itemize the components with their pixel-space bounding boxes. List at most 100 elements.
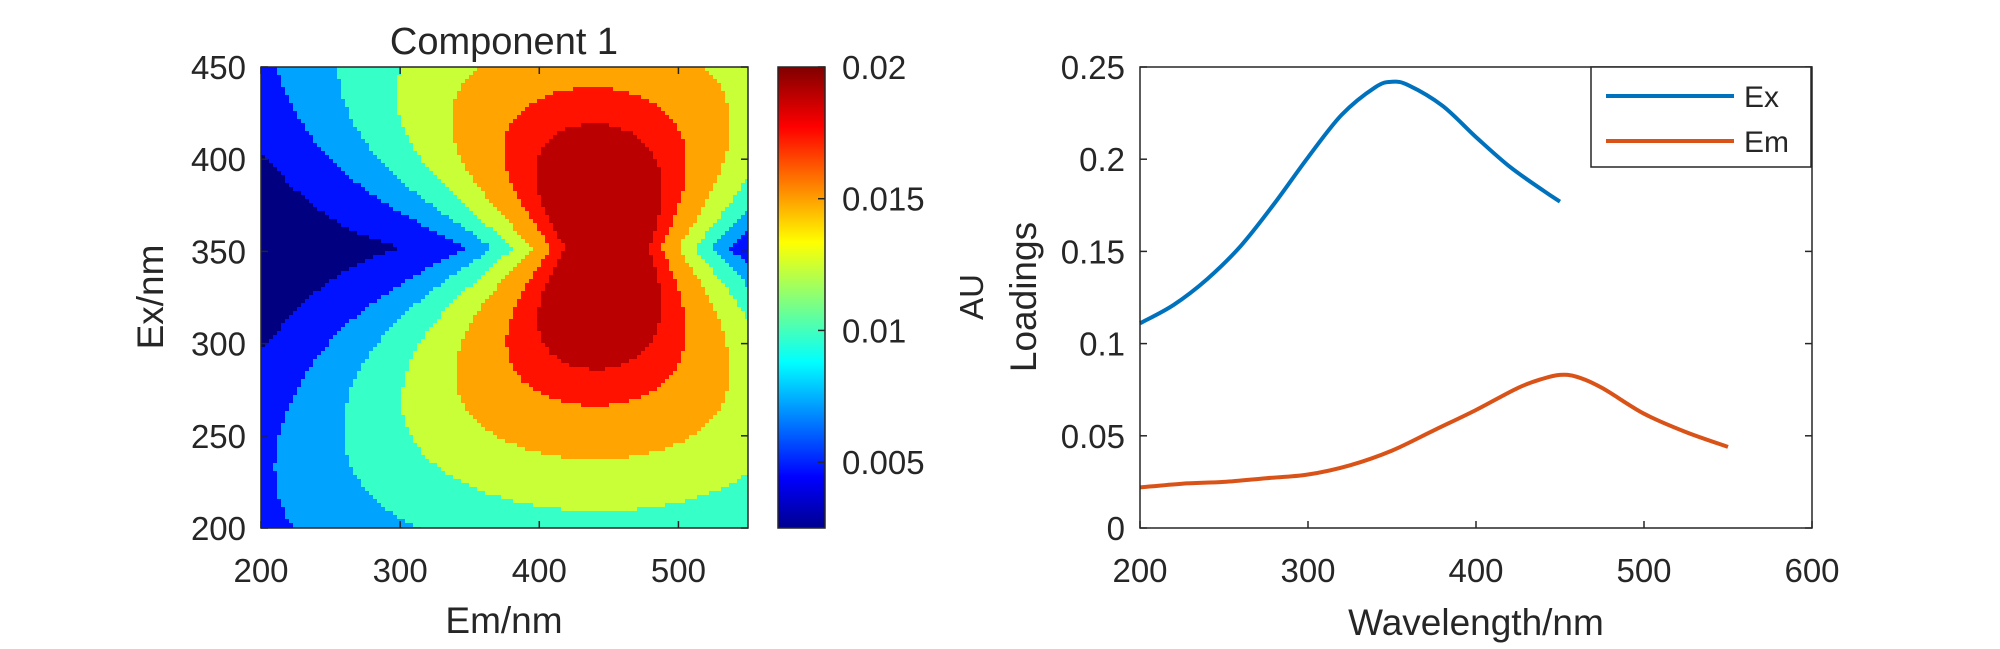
heatmap-cell [393,99,398,104]
heatmap-cell [373,491,378,496]
heatmap-cell [381,327,386,332]
heatmap-cell [261,347,266,352]
heatmap-cell [369,255,374,260]
heatmap-cell [325,343,330,348]
heatmap-cell [305,419,310,424]
heatmap-cell [313,331,318,336]
heatmap-cell [305,323,310,328]
heatmap-cell [345,247,350,252]
heatmap-cell [325,195,330,200]
heatmap-cell [317,355,322,360]
heatmap-cell [317,231,322,236]
heatmap-cell [417,467,422,472]
heatmap-cell [429,291,434,296]
heatmap-cell [269,123,274,128]
heatmap-cell [313,231,318,236]
heatmap-cell [369,291,374,296]
heatmap-cell [361,211,366,216]
heatmap-cell [345,483,350,488]
heatmap-cell [273,87,278,92]
heatmap-cell [369,135,374,140]
heatmap-cell [297,391,302,396]
heatmap-cell [349,287,354,292]
heatmap-cell [377,207,382,212]
heatmap-cell [261,123,266,128]
heatmap-cell [341,319,346,324]
heatmap-cell [413,319,418,324]
heatmap-cell [369,139,374,144]
heatmap-cell [341,95,346,100]
heatmap-cell [277,263,282,268]
heatmap-cell [277,171,282,176]
heatmap-cell [405,323,410,328]
heatmap-cell [277,363,282,368]
heatmap-cell [413,123,418,128]
heatmap-cell [429,243,434,248]
heatmap-cell [425,439,430,444]
heatmap-cell [405,387,410,392]
heatmap-cell [333,203,338,208]
heatmap-cell [337,523,342,528]
heatmap-cell [333,315,338,320]
heatmap-cell [385,199,390,204]
heatmap-cell [345,155,350,160]
heatmap-cell [365,231,370,236]
heatmap-cell [397,315,402,320]
heatmap-cell [297,423,302,428]
heatmap-cell [313,319,318,324]
heatmap-cell [405,295,410,300]
heatmap-cell [381,75,386,80]
heatmap-cell [313,143,318,148]
heatmap-cell [301,375,306,380]
heatmap-cell [417,311,422,316]
heatmap-cell [309,255,314,260]
heatmap-cell [393,271,398,276]
heatmap-cell [261,367,266,372]
heatmap-cell [401,303,406,308]
heatmap-cell [301,323,306,328]
heatmap-cell [353,87,358,92]
heatmap-cell [373,351,378,356]
heatmap-cell [301,451,306,456]
heatmap-cell [285,495,290,500]
heatmap-cell [345,243,350,248]
heatmap-cell [349,191,354,196]
heatmap-cell [357,351,362,356]
heatmap-cell [385,511,390,516]
heatmap-cell [397,431,402,436]
heatmap-cell [301,511,306,516]
heatmap-cell [277,191,282,196]
heatmap-cell [373,467,378,472]
heatmap-cell [325,455,330,460]
heatmap-cell [277,135,282,140]
heatmap-cell [285,111,290,116]
heatmap-cell [265,267,270,272]
heatmap-cell [353,71,358,76]
heatmap-cell [285,263,290,268]
heatmap-cell [329,159,334,164]
heatmap-cell [337,155,342,160]
heatmap-cell [413,339,418,344]
heatmap-cell [413,79,418,84]
heatmap-cell [425,263,430,268]
heatmap-cell [369,399,374,404]
heatmap-cell [429,295,434,300]
heatmap-cell [349,467,354,472]
heatmap-cell [321,455,326,460]
heatmap-cell [293,391,298,396]
heatmap-cell [369,103,374,108]
heatmap-cell [413,479,418,484]
heatmap-cell [285,227,290,232]
heatmap-cell [353,187,358,192]
heatmap-cell [397,67,402,72]
heatmap-cell [349,203,354,208]
heatmap-cell [273,311,278,316]
heatmap-cell [305,499,310,504]
heatmap-cell [361,191,366,196]
heatmap-cell [413,179,418,184]
heatmap-cell [293,123,298,128]
heatmap-cell [269,499,274,504]
heatmap-cell [329,395,334,400]
heatmap-cell [293,495,298,500]
heatmap-cell [325,159,330,164]
